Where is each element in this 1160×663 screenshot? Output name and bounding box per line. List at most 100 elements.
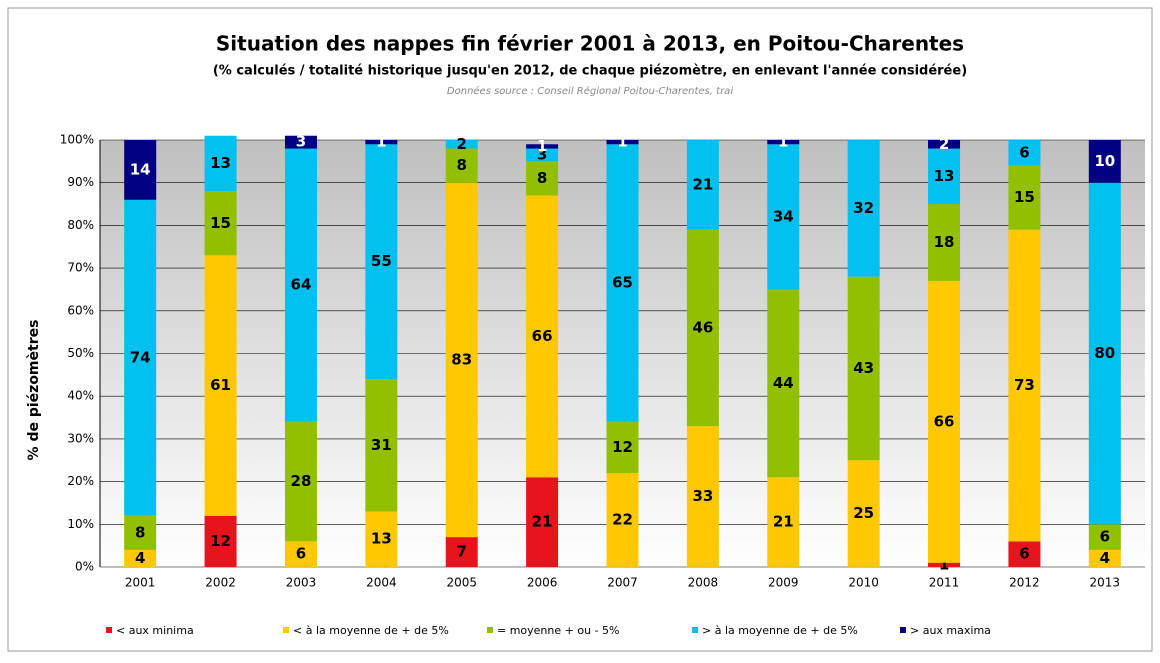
bar-segment bbox=[284, 541, 317, 567]
x-tick-label: 2004 bbox=[366, 576, 397, 590]
data-label: 46 bbox=[692, 318, 713, 336]
data-label: 65 bbox=[612, 274, 633, 292]
data-label: 10 bbox=[1094, 152, 1115, 170]
x-tick-label: 2010 bbox=[848, 576, 879, 590]
data-label: 25 bbox=[853, 504, 874, 522]
data-label: 1 bbox=[617, 133, 627, 151]
data-label: 33 bbox=[692, 487, 713, 505]
bar-segment bbox=[445, 140, 478, 149]
data-label: 21 bbox=[692, 175, 713, 193]
bar-segment bbox=[445, 182, 478, 538]
data-label: 83 bbox=[451, 350, 472, 368]
bar-segment bbox=[606, 140, 639, 145]
bar-segment bbox=[526, 195, 559, 478]
data-label: 3 bbox=[537, 145, 547, 163]
bar-segment bbox=[928, 204, 961, 281]
bar-segment bbox=[365, 511, 398, 567]
bar-segment bbox=[445, 148, 478, 183]
y-tick-label: 30% bbox=[67, 431, 94, 445]
bar-segment bbox=[204, 255, 237, 516]
data-label: 66 bbox=[532, 327, 553, 345]
bar-segment bbox=[686, 229, 719, 427]
chart-title: Situation des nappes fin février 2001 à … bbox=[216, 32, 964, 56]
data-label: 6 bbox=[296, 545, 306, 563]
bar-segment bbox=[1088, 182, 1121, 525]
bar-segment bbox=[1008, 165, 1041, 230]
bar-segment bbox=[526, 144, 559, 149]
data-label: 61 bbox=[210, 376, 231, 394]
bar-segment bbox=[767, 289, 800, 478]
bar-segment bbox=[606, 144, 639, 422]
data-label: 8 bbox=[457, 156, 467, 174]
y-tick-label: 10% bbox=[67, 517, 94, 531]
bar-segment bbox=[526, 477, 559, 567]
data-label: 55 bbox=[371, 252, 392, 270]
data-label: 1 bbox=[778, 133, 788, 151]
x-tick-label: 2002 bbox=[205, 576, 236, 590]
bar-segment bbox=[767, 140, 800, 145]
legend-swatch bbox=[487, 627, 493, 633]
data-label: 15 bbox=[210, 214, 231, 232]
x-tick-label: 2001 bbox=[125, 576, 156, 590]
legend-swatch bbox=[900, 627, 906, 633]
bar-segment bbox=[284, 421, 317, 542]
bar-segment bbox=[606, 473, 639, 567]
data-label: 21 bbox=[532, 513, 553, 531]
y-tick-label: 50% bbox=[67, 346, 94, 360]
bar-segment bbox=[526, 161, 559, 196]
x-tick-label: 2005 bbox=[446, 576, 477, 590]
y-tick-label: 0% bbox=[75, 560, 94, 574]
data-label: 8 bbox=[135, 523, 145, 541]
data-label: 43 bbox=[853, 359, 874, 377]
bar-segment bbox=[928, 562, 961, 567]
data-label: 22 bbox=[612, 511, 633, 529]
data-label: 31 bbox=[371, 436, 392, 454]
bar-segment bbox=[847, 140, 880, 277]
bar-segment bbox=[1088, 549, 1121, 567]
y-tick-label: 70% bbox=[67, 261, 94, 275]
bar-segment bbox=[365, 144, 398, 380]
data-label: 1 bbox=[939, 555, 949, 573]
legend-swatch bbox=[283, 627, 289, 633]
data-label: 21 bbox=[773, 513, 794, 531]
bar-segment bbox=[124, 549, 157, 567]
data-label: 6 bbox=[1019, 143, 1029, 161]
bar-segment bbox=[284, 135, 317, 149]
data-label: 13 bbox=[210, 154, 231, 172]
legend-label: > aux maxima bbox=[910, 624, 991, 637]
data-label: 12 bbox=[210, 532, 231, 550]
data-label: 8 bbox=[537, 169, 547, 187]
x-tick-label: 2003 bbox=[286, 576, 317, 590]
bar-segment bbox=[124, 140, 157, 200]
y-axis-label: % de piézomètres bbox=[26, 320, 42, 461]
legend-label: < aux minima bbox=[116, 624, 194, 637]
legend-label: > à la moyenne de + de 5% bbox=[702, 624, 858, 637]
bar-segment bbox=[365, 140, 398, 145]
bar-segment bbox=[1088, 524, 1121, 550]
bar-segment bbox=[526, 148, 559, 162]
bar-segment bbox=[1008, 229, 1041, 542]
bar-segment bbox=[365, 379, 398, 512]
data-label: 73 bbox=[1014, 376, 1035, 394]
bar-segment bbox=[928, 148, 961, 205]
data-label: 7 bbox=[457, 543, 467, 561]
bar-segment bbox=[767, 144, 800, 290]
data-label: 4 bbox=[1100, 549, 1110, 567]
x-tick-label: 2008 bbox=[688, 576, 719, 590]
data-label: 32 bbox=[853, 199, 874, 217]
data-label: 6 bbox=[1100, 528, 1110, 546]
x-tick-label: 2013 bbox=[1090, 576, 1121, 590]
y-tick-label: 80% bbox=[67, 218, 94, 232]
x-tick-label: 2012 bbox=[1009, 576, 1040, 590]
bar-segment bbox=[767, 477, 800, 567]
y-tick-label: 20% bbox=[67, 474, 94, 488]
bar-segment bbox=[928, 140, 961, 149]
data-label: 12 bbox=[612, 438, 633, 456]
data-label: 18 bbox=[934, 233, 955, 251]
data-label: 74 bbox=[130, 348, 151, 366]
x-tick-label: 2011 bbox=[929, 576, 960, 590]
data-label: 15 bbox=[1014, 188, 1035, 206]
data-label: 1 bbox=[376, 133, 386, 151]
bar-segment bbox=[1088, 140, 1121, 183]
